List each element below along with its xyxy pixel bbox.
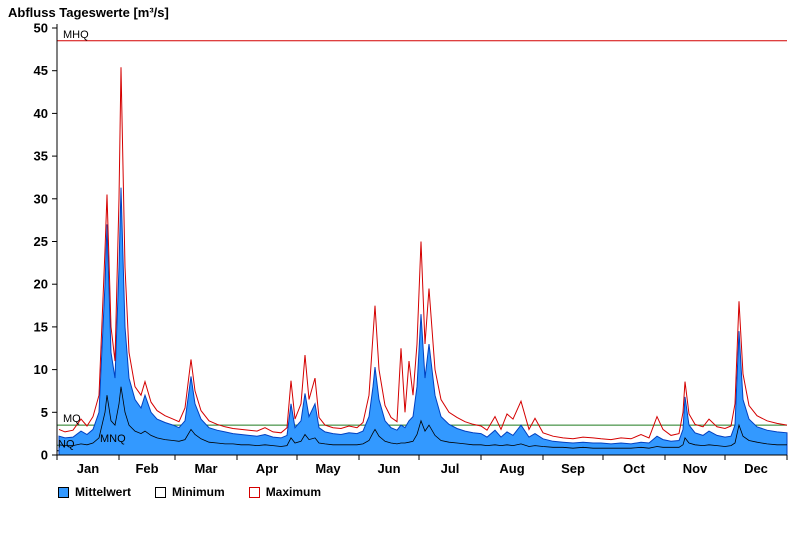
minimum-swatch xyxy=(155,486,167,498)
chart-canvas: 0 5 10 15 20 25 30 35 40 45 50 Jan Feb Mar Apr May Jun Ju… xyxy=(34,21,788,476)
legend-item-minimum: Minimum xyxy=(155,485,225,499)
legend: Mittelwert Minimum Maximum xyxy=(58,485,321,499)
y-tick-label: 50 xyxy=(34,21,48,36)
y-tick-label: 25 xyxy=(34,234,48,249)
legend-label-minimum: Minimum xyxy=(172,485,225,499)
month-label: Apr xyxy=(256,461,278,476)
month-label: Mar xyxy=(194,461,217,476)
month-label: Sep xyxy=(561,461,585,476)
y-tick-label: 0 xyxy=(41,448,48,463)
month-label: Jun xyxy=(377,461,400,476)
month-label: Aug xyxy=(499,461,524,476)
y-tick-label: 35 xyxy=(34,149,48,164)
legend-label-maximum: Maximum xyxy=(265,485,322,499)
y-tick-label: 20 xyxy=(34,277,48,292)
refline-label-mnq: MNQ xyxy=(100,433,126,445)
month-label: Nov xyxy=(683,461,708,476)
legend-label-mittelwert: Mittelwert xyxy=(75,485,132,499)
legend-item-maximum: Maximum xyxy=(248,485,322,499)
min-line xyxy=(58,386,787,449)
month-label: Dec xyxy=(744,461,768,476)
y-tick-label: 40 xyxy=(34,106,48,121)
month-label: Feb xyxy=(135,461,158,476)
refline-label-nq: NQ xyxy=(58,439,75,451)
month-label: May xyxy=(315,461,341,476)
max-line xyxy=(58,67,788,441)
mean-area xyxy=(58,187,788,456)
month-label: Jul xyxy=(441,461,460,476)
maximum-swatch xyxy=(248,486,260,498)
y-tick-label: 30 xyxy=(34,191,48,206)
month-label: Jan xyxy=(77,461,99,476)
month-label: Oct xyxy=(623,461,645,476)
refline-label-mhq: MHQ xyxy=(63,29,89,41)
y-tick-label: 15 xyxy=(34,319,48,334)
y-tick-label: 10 xyxy=(34,362,48,377)
mittelwert-swatch xyxy=(58,486,69,498)
refline-label-mq: MQ xyxy=(63,413,81,425)
y-tick-label: 45 xyxy=(34,63,48,78)
y-tick-label: 5 xyxy=(41,405,48,420)
chart-title: Abfluss Tageswerte [m³/s] xyxy=(8,5,169,20)
legend-item-mittelwert: Mittelwert xyxy=(58,485,131,499)
